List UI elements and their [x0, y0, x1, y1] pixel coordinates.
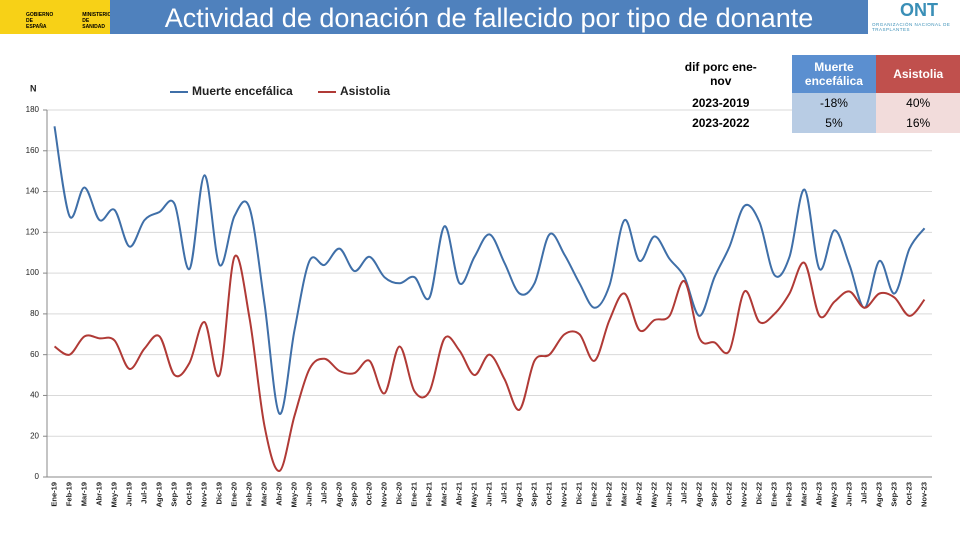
- y-tick-label: 0: [35, 472, 40, 481]
- x-tick-label: Nov-23: [919, 482, 928, 507]
- x-tick-label: Oct-23: [904, 482, 913, 505]
- x-tick-label: Abr-23: [814, 482, 823, 506]
- x-tick-label: Sep-19: [169, 482, 178, 507]
- x-tick-label: Feb-20: [244, 482, 253, 506]
- table-header: Muerte encefálica: [791, 55, 877, 93]
- x-tick-label: Jul-20: [319, 482, 328, 504]
- x-tick-label: Sep-23: [889, 482, 898, 507]
- logo-name: ONT: [900, 0, 938, 20]
- summary-table: dif porc ene-nov Muerte encefálica Asist…: [650, 55, 960, 133]
- table-cell: 5%: [791, 113, 877, 133]
- x-tick-label: Feb-23: [784, 482, 793, 506]
- table-header: Asistolia: [876, 55, 960, 93]
- table-cell: 40%: [876, 93, 960, 113]
- x-tick-label: Mar-22: [619, 482, 628, 506]
- x-tick-label: Oct-22: [724, 482, 733, 505]
- y-tick-label: 20: [30, 431, 39, 440]
- table-corner: dif porc ene-nov: [684, 60, 757, 88]
- x-tick-label: Ene-20: [229, 482, 238, 507]
- x-tick-label: Mar-21: [439, 482, 448, 506]
- x-tick-label: Ene-19: [49, 482, 58, 507]
- logo-subtitle: ORGANIZACIÓN NACIONAL DE TRASPLANTES: [872, 22, 951, 32]
- x-tick-label: May-20: [289, 482, 298, 507]
- y-tick-label: 40: [30, 391, 39, 400]
- x-tick-label: Oct-19: [184, 482, 193, 505]
- left-logo: GOBIERNO DE ESPAÑA MINISTERIO DE SANIDAD: [0, 0, 111, 34]
- table-cell: 16%: [876, 113, 960, 133]
- x-tick-label: Jun-19: [124, 482, 133, 506]
- x-tick-label: Feb-21: [424, 482, 433, 506]
- y-tick-label: 140: [26, 187, 40, 196]
- x-tick-label: Nov-19: [199, 482, 208, 507]
- line: [53, 126, 926, 415]
- x-tick-label: Feb-19: [64, 482, 73, 506]
- x-tick-label: Jul-21: [499, 482, 508, 504]
- x-tick-label: Ene-22: [589, 482, 598, 507]
- y-tick-label: 80: [30, 309, 39, 318]
- x-tick-label: Ago-23: [874, 482, 883, 507]
- x-tick-label: Ago-19: [154, 482, 163, 507]
- x-tick-label: Sep-22: [709, 482, 718, 507]
- x-tick-label: Ago-20: [334, 482, 343, 507]
- x-tick-label: Oct-20: [364, 482, 373, 505]
- x-tick-label: Jun-23: [844, 482, 853, 506]
- x-tick-label: May-21: [469, 482, 478, 507]
- x-tick-label: Mar-19: [79, 482, 88, 506]
- logo-text: GOBIERNO DE ESPAÑA: [26, 12, 54, 30]
- y-tick-label: 180: [26, 105, 40, 114]
- x-tick-label: Sep-20: [349, 482, 358, 507]
- x-tick-label: Jul-19: [139, 482, 148, 504]
- y-tick-label: 120: [26, 227, 40, 236]
- legend-label: Asistolia: [340, 84, 390, 98]
- right-logo: ONT ORGANIZACIÓN NACIONAL DE TRASPLANTES: [870, 0, 960, 40]
- x-tick-label: Dic-19: [214, 482, 223, 505]
- x-tick-label: Ago-21: [514, 482, 523, 507]
- x-tick-label: Abr-19: [94, 482, 103, 506]
- x-tick-label: Abr-22: [634, 482, 643, 506]
- x-tick-label: Jul-23: [859, 482, 868, 504]
- x-tick-label: Dic-21: [574, 482, 583, 505]
- x-tick-label: Mar-23: [799, 482, 808, 506]
- x-tick-label: Sep-21: [529, 482, 538, 507]
- x-tick-label: Dic-20: [394, 482, 403, 505]
- x-tick-label: Ene-23: [769, 482, 778, 507]
- x-tick-label: Jul-22: [679, 482, 688, 504]
- x-tick-label: Mar-20: [259, 482, 268, 506]
- logo-text: MINISTERIO DE SANIDAD: [82, 12, 112, 30]
- line: [53, 254, 926, 472]
- x-tick-label: Ago-22: [694, 482, 703, 507]
- x-tick-label: Dic-22: [754, 482, 763, 505]
- x-tick-label: Ene-21: [409, 482, 418, 507]
- y-tick-label: 60: [30, 350, 39, 359]
- x-tick-label: Abr-20: [274, 482, 283, 506]
- x-tick-label: Nov-21: [559, 482, 568, 507]
- x-tick-label: Oct-21: [544, 482, 553, 505]
- legend-label: Muerte encefálica: [192, 84, 293, 98]
- y-tick-label: 100: [26, 268, 40, 277]
- x-tick-label: Jun-22: [664, 482, 673, 506]
- x-tick-label: May-23: [829, 482, 838, 507]
- x-tick-label: May-22: [649, 482, 658, 507]
- x-tick-label: Nov-20: [379, 482, 388, 507]
- table-cell: -18%: [791, 93, 877, 113]
- x-tick-label: Feb-22: [604, 482, 613, 506]
- y-tick-label: 160: [26, 146, 40, 155]
- x-tick-label: Abr-21: [454, 482, 463, 506]
- x-tick-label: Jun-21: [484, 482, 493, 506]
- y-axis-label: N: [30, 83, 37, 93]
- title: Actividad de donación de fallecido por t…: [110, 0, 868, 34]
- x-tick-label: Nov-22: [739, 482, 748, 507]
- table-cell: 2023-2019: [692, 96, 750, 110]
- table-cell: 2023-2022: [692, 116, 750, 130]
- x-tick-label: Jun-20: [304, 482, 313, 506]
- x-tick-label: May-19: [109, 482, 118, 507]
